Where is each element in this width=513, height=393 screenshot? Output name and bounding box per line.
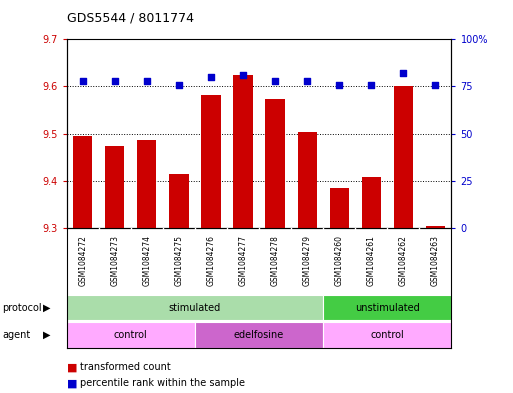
- Text: ▶: ▶: [43, 330, 50, 340]
- Text: GSM1084275: GSM1084275: [174, 235, 184, 286]
- Text: GSM1084274: GSM1084274: [142, 235, 151, 286]
- Text: control: control: [370, 330, 404, 340]
- Text: GSM1084279: GSM1084279: [303, 235, 312, 286]
- Text: GSM1084278: GSM1084278: [270, 235, 280, 286]
- Bar: [233, 75, 252, 228]
- Text: ■: ■: [67, 378, 77, 388]
- Bar: [323, 295, 451, 320]
- Point: [367, 81, 376, 88]
- Bar: [426, 226, 445, 228]
- Text: GSM1084277: GSM1084277: [239, 235, 248, 286]
- Text: agent: agent: [3, 330, 31, 340]
- Bar: [169, 174, 189, 228]
- Bar: [298, 132, 317, 228]
- Text: transformed count: transformed count: [80, 362, 170, 373]
- Text: GSM1084260: GSM1084260: [334, 235, 344, 286]
- Point: [175, 81, 183, 88]
- Text: GSM1084262: GSM1084262: [399, 235, 408, 286]
- Point: [207, 74, 215, 80]
- Point: [399, 70, 407, 76]
- Point: [431, 81, 440, 88]
- Point: [271, 78, 279, 84]
- Text: GSM1084272: GSM1084272: [78, 235, 87, 286]
- Text: protocol: protocol: [3, 303, 42, 312]
- Text: ▶: ▶: [43, 303, 50, 312]
- Bar: [137, 140, 156, 228]
- Text: percentile rank within the sample: percentile rank within the sample: [80, 378, 245, 388]
- Bar: [195, 322, 323, 348]
- Text: unstimulated: unstimulated: [355, 303, 420, 312]
- Text: control: control: [114, 330, 148, 340]
- Bar: [323, 322, 451, 348]
- Bar: [67, 295, 323, 320]
- Text: GDS5544 / 8011774: GDS5544 / 8011774: [67, 12, 194, 25]
- Point: [78, 78, 87, 84]
- Text: GSM1084273: GSM1084273: [110, 235, 120, 286]
- Text: ■: ■: [67, 362, 77, 373]
- Bar: [393, 86, 413, 228]
- Point: [303, 78, 311, 84]
- Bar: [105, 146, 124, 228]
- Text: GSM1084261: GSM1084261: [367, 235, 376, 286]
- Bar: [67, 322, 195, 348]
- Point: [239, 72, 247, 78]
- Point: [111, 78, 119, 84]
- Point: [143, 78, 151, 84]
- Text: GSM1084263: GSM1084263: [431, 235, 440, 286]
- Point: [335, 81, 343, 88]
- Bar: [265, 99, 285, 228]
- Bar: [73, 136, 92, 228]
- Bar: [201, 95, 221, 228]
- Text: GSM1084276: GSM1084276: [206, 235, 215, 286]
- Text: edelfosine: edelfosine: [234, 330, 284, 340]
- Bar: [329, 188, 349, 228]
- Text: stimulated: stimulated: [169, 303, 221, 312]
- Bar: [362, 177, 381, 228]
